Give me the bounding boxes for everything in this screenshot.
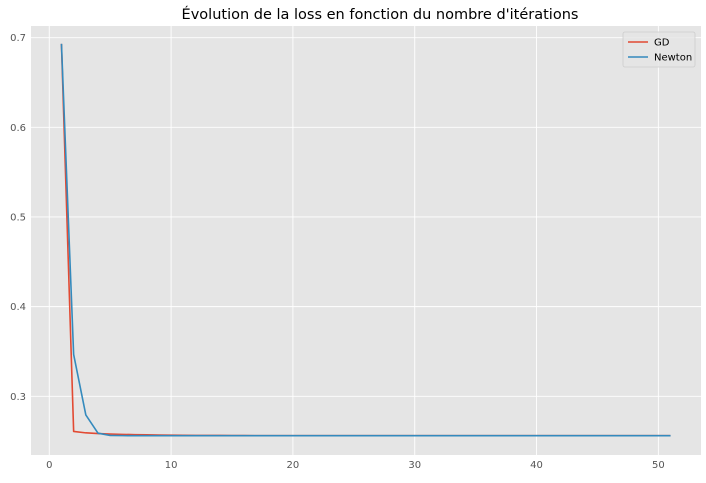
grid [31, 26, 701, 455]
y-tick-label: 0.5 [10, 212, 26, 223]
legend-label: Newton [654, 53, 692, 64]
y-tick-label: 0.3 [10, 392, 26, 403]
series-line-newton [60, 43, 671, 437]
x-tick-label: 30 [408, 460, 421, 471]
y-tick-label: 0.4 [10, 302, 26, 313]
y-tick-label: 0.6 [10, 123, 26, 134]
plot-area [31, 26, 701, 455]
x-tick-label: 40 [530, 460, 543, 471]
x-tick-label: 50 [652, 460, 665, 471]
legend: GD Newton [622, 31, 696, 68]
x-tick-label: 10 [165, 460, 178, 471]
series-layer [60, 43, 671, 437]
x-tick-label: 20 [287, 460, 300, 471]
x-tick-label: 0 [46, 460, 52, 471]
chart-title: Évolution de la loss en fonction du nomb… [182, 6, 579, 23]
legend-label: GD [654, 38, 670, 49]
tick-labels: 0 10 20 30 40 50 0.3 0.4 0.5 0.6 0.7 [10, 33, 665, 471]
legend-box [622, 31, 696, 68]
y-tick-label: 0.7 [10, 33, 26, 44]
